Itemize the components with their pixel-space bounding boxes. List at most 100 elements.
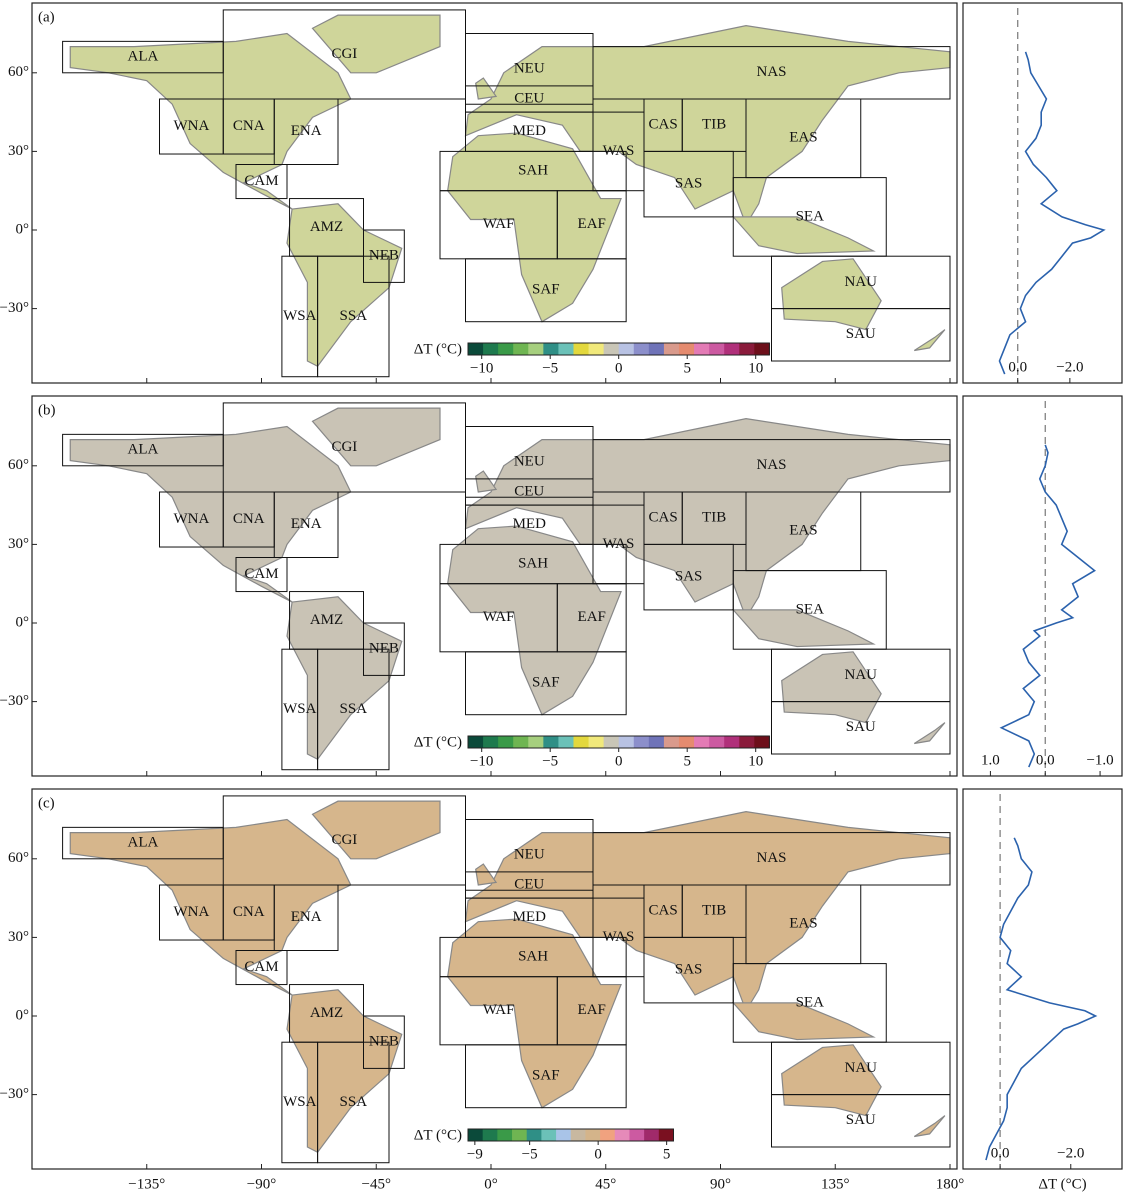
lat-tick-label: 30° — [8, 143, 29, 159]
region-label: NAU — [845, 1060, 878, 1076]
region-label: WSA — [283, 1094, 317, 1110]
landmass — [69, 425, 352, 603]
colorbar-swatch — [556, 1129, 572, 1141]
region-label: EAS — [789, 130, 817, 146]
region-label: WAS — [603, 143, 635, 159]
colorbar-swatch — [558, 736, 574, 748]
colorbar-swatch — [754, 736, 770, 748]
colorbar-tick-label: −5 — [522, 1146, 538, 1162]
colorbar-swatch — [614, 1129, 630, 1141]
colorbar-swatch — [603, 343, 620, 355]
colorbar-swatch — [483, 736, 499, 748]
landmass — [447, 525, 622, 716]
landmass — [731, 1002, 876, 1041]
colorbar-tick-label: −9 — [467, 1146, 483, 1162]
region-label: EAF — [578, 1002, 606, 1018]
colorbar-frame — [467, 1128, 674, 1142]
colorbar-swatch — [633, 343, 650, 355]
region-box — [465, 651, 627, 716]
region-label: EAS — [789, 916, 817, 932]
region-label: NEB — [369, 248, 399, 264]
colorbar-tick-label: 0 — [615, 753, 623, 769]
colorbar-swatch — [526, 1129, 542, 1141]
region-label: WAF — [483, 609, 515, 625]
colorbar-swatch — [570, 1129, 586, 1141]
region-label: NAU — [845, 274, 878, 290]
colorbar-swatch — [497, 1129, 513, 1141]
region-label: ENA — [291, 909, 322, 925]
lon-tick-label: 0° — [484, 1176, 498, 1192]
colorbar-swatch — [678, 736, 695, 748]
region-label: CEU — [514, 90, 544, 106]
landmass — [913, 329, 946, 352]
panel: ALA CGI WNA CNA ENA CAM AMZ NEB WSA SSA NEU CEU MED S… — [0, 788, 1123, 1192]
colorbar-swatch — [648, 736, 665, 748]
lat-tick-label: 60° — [8, 850, 29, 866]
lat-tick-label: −30° — [0, 300, 29, 316]
landmass — [913, 722, 946, 745]
colorbar-tick-label: −10 — [470, 753, 493, 769]
region-label: NEU — [514, 846, 545, 862]
colorbar-tick-label: −10 — [470, 360, 493, 376]
region-label: SEA — [796, 208, 825, 224]
colorbar-swatch — [633, 736, 650, 748]
region-box — [771, 308, 951, 362]
profile-tick-label: −2.0 — [1056, 359, 1083, 375]
colorbar-swatch — [543, 343, 559, 355]
region-label: TIB — [702, 117, 726, 133]
region-label: EAF — [578, 216, 606, 232]
region-label: TIB — [702, 903, 726, 919]
region-label: SEA — [796, 994, 825, 1010]
colorbar-swatch — [512, 1129, 528, 1141]
colorbar-tick-label: 5 — [683, 360, 691, 376]
region-label: ALA — [128, 49, 159, 65]
profile-frame — [962, 788, 1123, 1170]
region-label: SAH — [518, 555, 548, 571]
profile-line — [999, 444, 1096, 768]
region-label: SEA — [796, 601, 825, 617]
profile-tick-label: −2.0 — [1057, 1145, 1084, 1161]
region-box — [235, 950, 288, 986]
colorbar-swatch — [724, 343, 740, 355]
colorbar-swatch — [739, 343, 755, 355]
colorbar-swatch — [618, 343, 635, 355]
region-label: NAU — [845, 667, 878, 683]
profile-tick-label: 0.0 — [1036, 752, 1055, 768]
region-label: NEB — [369, 641, 399, 657]
colorbar-swatch — [468, 736, 484, 748]
region-label: SAF — [532, 282, 560, 298]
region-box — [317, 648, 390, 771]
colorbar-label: ΔT (°C) — [414, 341, 462, 357]
region-box — [317, 255, 390, 378]
lon-tick-label: 180° — [936, 1176, 965, 1192]
colorbar-swatch — [573, 736, 590, 748]
colorbar-swatch — [468, 1129, 484, 1141]
region-label: CAS — [649, 510, 678, 526]
colorbar-swatch — [498, 736, 514, 748]
region-box — [273, 884, 339, 951]
colorbar-swatch — [600, 1129, 616, 1141]
region-label: SAU — [846, 1112, 876, 1128]
colorbar-swatch — [618, 736, 635, 748]
lat-tick-label: −30° — [0, 1086, 29, 1102]
profile-line — [985, 837, 1098, 1161]
colorbar-label: ΔT (°C) — [414, 1127, 462, 1143]
colorbar-swatch — [629, 1129, 645, 1141]
colorbar-swatch — [658, 1129, 674, 1141]
region-label: SAU — [846, 719, 876, 735]
region-label: NAS — [756, 850, 786, 866]
colorbar-swatch — [739, 736, 755, 748]
panel-label: (c) — [38, 795, 55, 811]
colorbar-swatch — [585, 1129, 601, 1141]
region-box — [235, 557, 288, 593]
panel-label: (a) — [38, 9, 55, 25]
profile-tick-label: 0.0 — [1008, 359, 1027, 375]
colorbar-label: ΔT (°C) — [414, 734, 462, 750]
lat-tick-label: −30° — [0, 693, 29, 709]
colorbar-swatch — [528, 736, 544, 748]
colorbar-tick-label: 5 — [663, 1146, 671, 1162]
colorbar-swatch — [694, 343, 710, 355]
colorbar-swatch — [528, 343, 544, 355]
colorbar-swatch — [482, 1129, 498, 1141]
